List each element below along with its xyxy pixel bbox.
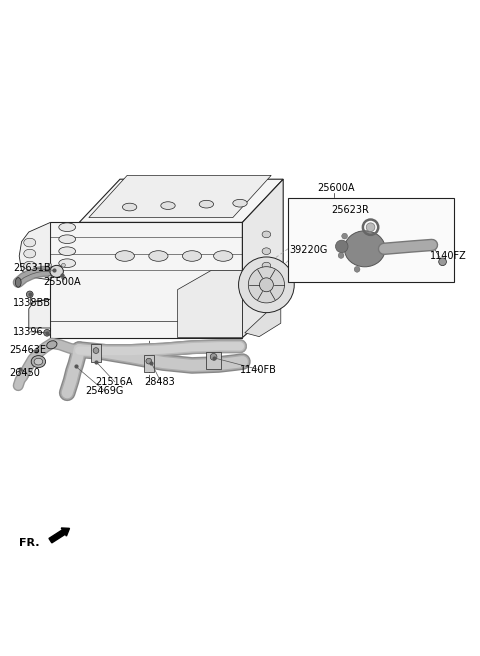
Bar bbox=[144, 355, 154, 372]
Circle shape bbox=[48, 263, 52, 267]
Circle shape bbox=[248, 267, 285, 303]
Text: 25463E: 25463E bbox=[10, 344, 47, 355]
Circle shape bbox=[336, 240, 348, 253]
Text: 28483: 28483 bbox=[144, 377, 175, 387]
Ellipse shape bbox=[59, 259, 76, 268]
Polygon shape bbox=[89, 175, 271, 218]
Circle shape bbox=[260, 278, 274, 292]
Text: 1338BB: 1338BB bbox=[13, 298, 51, 308]
Text: 25631B: 25631B bbox=[13, 263, 51, 273]
Circle shape bbox=[210, 354, 217, 360]
Circle shape bbox=[146, 358, 152, 364]
Polygon shape bbox=[245, 299, 281, 337]
Circle shape bbox=[354, 266, 360, 272]
Text: 25600A: 25600A bbox=[317, 182, 354, 193]
Ellipse shape bbox=[122, 203, 137, 211]
Ellipse shape bbox=[24, 238, 36, 247]
Bar bbox=[288, 198, 454, 282]
Ellipse shape bbox=[115, 251, 134, 261]
Ellipse shape bbox=[15, 277, 21, 287]
Text: 26450: 26450 bbox=[10, 367, 40, 378]
Circle shape bbox=[342, 234, 348, 239]
Text: 13396: 13396 bbox=[13, 327, 44, 337]
Circle shape bbox=[366, 223, 375, 232]
Ellipse shape bbox=[24, 261, 36, 270]
Text: 1140FB: 1140FB bbox=[240, 365, 277, 375]
Ellipse shape bbox=[34, 358, 43, 365]
Text: 25500A: 25500A bbox=[43, 277, 81, 287]
FancyArrow shape bbox=[49, 528, 70, 543]
Text: 21516A: 21516A bbox=[95, 377, 132, 387]
Ellipse shape bbox=[345, 231, 385, 267]
Ellipse shape bbox=[24, 249, 36, 258]
Circle shape bbox=[44, 329, 50, 336]
Circle shape bbox=[239, 257, 294, 313]
Polygon shape bbox=[242, 179, 283, 338]
Circle shape bbox=[338, 253, 344, 258]
Text: 25469G: 25469G bbox=[85, 386, 124, 396]
Text: FR.: FR. bbox=[19, 538, 40, 548]
Ellipse shape bbox=[262, 231, 271, 237]
Circle shape bbox=[48, 276, 52, 279]
Ellipse shape bbox=[262, 262, 271, 269]
Polygon shape bbox=[29, 299, 50, 328]
Ellipse shape bbox=[31, 356, 46, 367]
Text: 1140FZ: 1140FZ bbox=[430, 251, 467, 261]
Ellipse shape bbox=[262, 248, 271, 255]
Circle shape bbox=[93, 348, 99, 354]
Circle shape bbox=[439, 258, 446, 266]
Polygon shape bbox=[50, 222, 242, 338]
Ellipse shape bbox=[47, 340, 57, 349]
Ellipse shape bbox=[149, 251, 168, 261]
Text: 39220G: 39220G bbox=[289, 245, 328, 255]
Bar bbox=[91, 344, 101, 361]
Ellipse shape bbox=[214, 251, 233, 261]
Text: 25623R: 25623R bbox=[331, 205, 369, 215]
Polygon shape bbox=[19, 222, 50, 280]
Ellipse shape bbox=[59, 247, 76, 256]
Polygon shape bbox=[178, 270, 242, 338]
Polygon shape bbox=[206, 352, 221, 369]
Ellipse shape bbox=[50, 266, 63, 277]
Circle shape bbox=[26, 291, 33, 298]
Circle shape bbox=[61, 276, 65, 279]
Ellipse shape bbox=[199, 200, 214, 208]
Polygon shape bbox=[79, 179, 283, 222]
Ellipse shape bbox=[59, 235, 76, 243]
Ellipse shape bbox=[59, 223, 76, 232]
Ellipse shape bbox=[161, 202, 175, 209]
Ellipse shape bbox=[233, 199, 247, 207]
Ellipse shape bbox=[182, 251, 202, 261]
Circle shape bbox=[61, 263, 65, 267]
